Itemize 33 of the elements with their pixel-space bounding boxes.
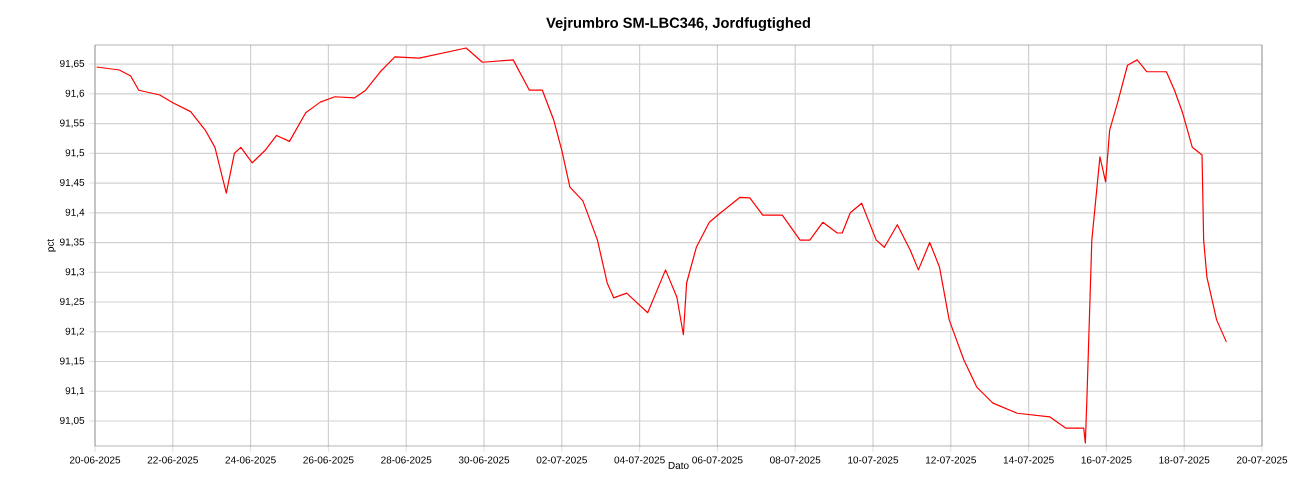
x-tick-label: 18-07-2025 <box>1159 456 1210 464</box>
y-tick-label: 91,6 <box>65 89 85 98</box>
y-tick-label: 91,65 <box>60 59 85 69</box>
x-tick-label: 16-07-2025 <box>1081 456 1132 464</box>
chart-title: Vejrumbro SM-LBC346, Jordfugtighed <box>546 17 810 31</box>
x-tick-label: 12-07-2025 <box>925 456 976 464</box>
y-tick-label: 91,1 <box>65 387 85 396</box>
x-tick-label: 28-06-2025 <box>381 456 432 464</box>
x-tick-label: 10-07-2025 <box>848 456 899 464</box>
y-tick-label: 91,45 <box>60 178 85 188</box>
line-series <box>96 47 1227 444</box>
y-tick-label: 91,05 <box>60 416 85 426</box>
x-tick-label: 04-07-2025 <box>614 456 665 464</box>
y-tick-label: 91,3 <box>65 268 85 277</box>
x-tick-label: 20-06-2025 <box>69 456 121 464</box>
x-axis-title: Dato <box>668 461 689 469</box>
y-axis-title: pct <box>47 238 56 252</box>
x-tick-label: 06-07-2025 <box>692 456 743 464</box>
x-tick-label: 22-06-2025 <box>147 456 198 464</box>
x-tick-label: 26-06-2025 <box>303 456 354 464</box>
y-tick-label: 91,5 <box>65 149 85 158</box>
x-tick-label: 14-07-2025 <box>1003 456 1054 464</box>
y-tick-label: 91,35 <box>60 238 85 247</box>
y-tick-label: 91,4 <box>65 208 85 217</box>
y-tick-label: 91,55 <box>60 119 85 128</box>
x-tick-label: 20-07-2025 <box>1236 456 1288 464</box>
x-tick-label: 02-07-2025 <box>536 456 587 464</box>
y-tick-label: 91,15 <box>60 357 85 366</box>
x-tick-label: 24-06-2025 <box>225 456 276 464</box>
x-tick-label: 08-07-2025 <box>770 456 821 464</box>
y-tick-label: 91,25 <box>60 297 85 307</box>
x-tick-label: 30-06-2025 <box>458 456 510 464</box>
y-tick-label: 91,2 <box>65 327 85 336</box>
